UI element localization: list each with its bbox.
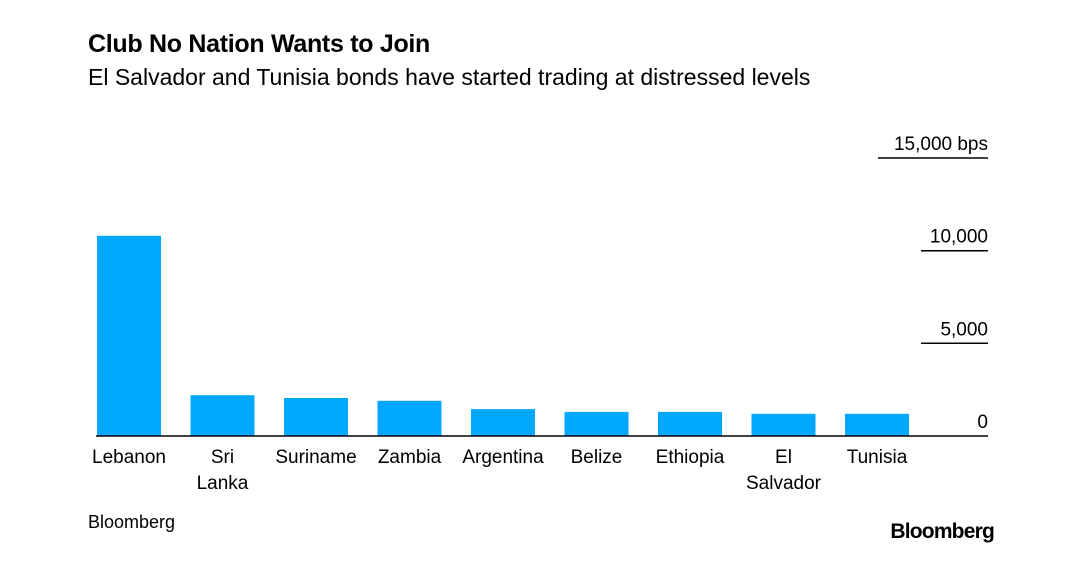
category-label: El Salvador bbox=[746, 447, 822, 494]
bar-zambia bbox=[377, 400, 442, 436]
bar-ethiopia bbox=[658, 411, 722, 436]
y-tick-label: 5,000 bbox=[940, 319, 988, 340]
bar-belize bbox=[564, 411, 629, 436]
y-tick-label: 10,000 bbox=[930, 227, 988, 248]
bar-el-salvador bbox=[751, 413, 816, 436]
chart-subtitle: El Salvador and Tunisia bonds have start… bbox=[88, 64, 811, 90]
category-label: Zambia bbox=[378, 447, 442, 468]
bloomberg-logo: Bloomberg bbox=[890, 520, 994, 543]
category-label: Sri Lanka bbox=[197, 447, 249, 494]
y-tick-label: 0 bbox=[977, 412, 988, 433]
category-label: Tunisia bbox=[847, 447, 908, 468]
source-note: Bloomberg bbox=[88, 512, 176, 532]
category-label: Lebanon bbox=[92, 447, 166, 468]
bar-sri-lanka bbox=[190, 395, 255, 436]
bar-suriname bbox=[284, 398, 348, 436]
category-label: Ethiopia bbox=[656, 447, 725, 468]
bar-lebanon bbox=[97, 235, 161, 436]
y-tick-label: 15,000 bps bbox=[894, 134, 988, 155]
y-axis: 0 5,000 10,000 15,000 bps bbox=[878, 134, 988, 433]
x-axis-labels: Lebanon Sri Lanka Suriname Zambia Argentina Be… bbox=[92, 447, 908, 494]
bars-group bbox=[97, 235, 909, 436]
chart-title: Club No Nation Wants to Join bbox=[88, 30, 431, 58]
category-label: Argentina bbox=[462, 447, 544, 468]
bar-tunisia bbox=[845, 413, 909, 436]
category-label: Suriname bbox=[275, 447, 356, 468]
category-label: Belize bbox=[571, 447, 623, 468]
bar-argentina bbox=[471, 409, 535, 436]
